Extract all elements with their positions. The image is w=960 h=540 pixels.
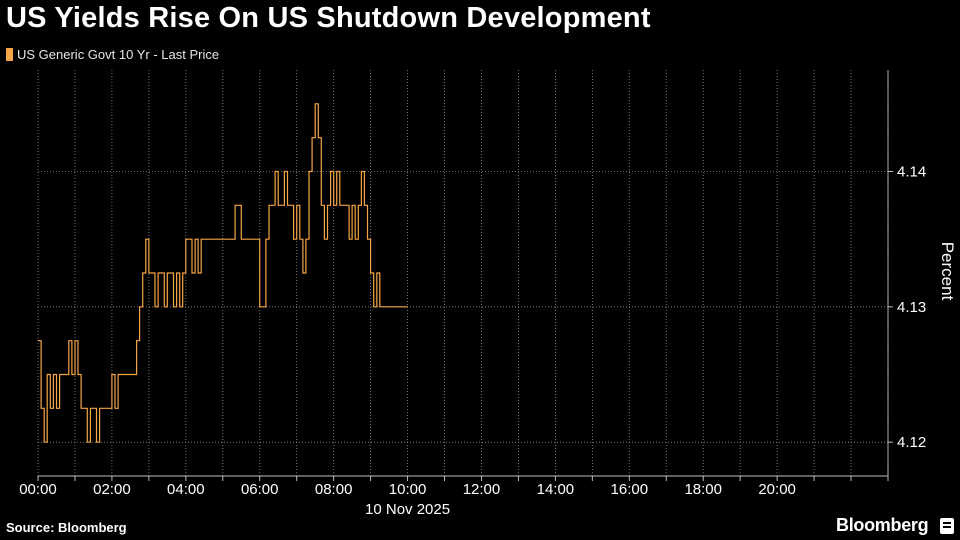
x-tick-label: 00:00 xyxy=(19,481,57,498)
x-tick-label: 08:00 xyxy=(315,481,353,498)
x-tick-label: 10:00 xyxy=(389,481,427,498)
x-tick-label: 16:00 xyxy=(611,481,649,498)
x-tick-label: 06:00 xyxy=(241,481,279,498)
x-axis-title: 10 Nov 2025 xyxy=(365,501,450,518)
plot-area xyxy=(38,70,889,477)
y-tick-label: 4.14 xyxy=(897,164,926,181)
legend-label: US Generic Govt 10 Yr - Last Price xyxy=(17,47,220,62)
series-line xyxy=(38,103,408,443)
x-tick-label: 18:00 xyxy=(684,481,722,498)
vertical-gridlines xyxy=(37,70,889,476)
source-note: Source: Bloomberg xyxy=(6,520,127,535)
y-axis: 4.12 4.13 4.14 xyxy=(888,164,926,451)
y-tick-label: 4.12 xyxy=(897,434,926,451)
series-layer xyxy=(38,103,408,443)
x-tick-label: 02:00 xyxy=(93,481,131,498)
x-axis: 00:00 02:00 04:00 06:00 08:00 10:00 12:00 14:00… xyxy=(19,476,889,498)
bloomberg-terminal-icon xyxy=(940,518,954,534)
chart-title: US Yields Rise On US Shutdown Developmen… xyxy=(6,2,651,34)
y-axis-title: Percent xyxy=(938,242,957,301)
legend: US Generic Govt 10 Yr - Last Price xyxy=(6,47,219,62)
x-tick-label: 14:00 xyxy=(537,481,575,498)
legend-swatch xyxy=(6,48,13,61)
y-tick-label: 4.13 xyxy=(897,299,926,316)
x-tick-label: 04:00 xyxy=(167,481,205,498)
x-tick-label: 12:00 xyxy=(463,481,501,498)
x-tick-label: 20:00 xyxy=(758,481,796,498)
bloomberg-logo: Bloomberg xyxy=(836,515,929,535)
